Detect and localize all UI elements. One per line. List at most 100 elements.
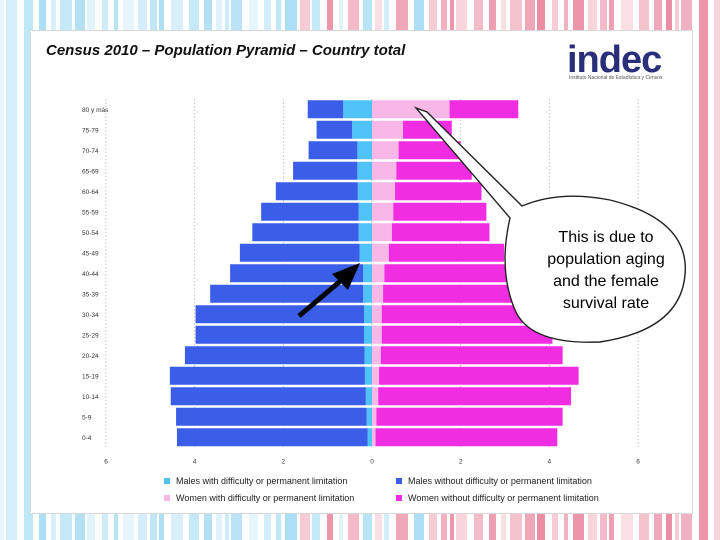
bar-males-without-limitation — [307, 100, 344, 119]
x-tick-label: 2 — [459, 459, 463, 466]
y-tick-label: 60-64 — [82, 189, 99, 196]
bar-males-with-limitation — [358, 202, 372, 221]
bar-women-with-limitation — [372, 141, 399, 160]
y-tick-label: 35-39 — [82, 291, 99, 298]
x-tick-label: 6 — [104, 459, 108, 466]
legend-label: Women with difficulty or permanent limit… — [176, 493, 355, 503]
stripe — [0, 0, 4, 540]
bar-women-with-limitation — [372, 264, 385, 283]
bar-women-without-limitation — [375, 428, 558, 447]
bar-women-with-limitation — [372, 346, 381, 365]
bar-women-without-limitation — [383, 284, 530, 303]
bar-women-with-limitation — [372, 120, 404, 139]
bar-males-with-limitation — [343, 100, 372, 119]
chart-legend: Males with difficulty or permanent limit… — [144, 470, 620, 508]
bar-women-without-limitation — [398, 141, 461, 160]
bar-women-without-limitation — [379, 366, 579, 385]
legend-swatch — [396, 495, 402, 501]
bar-males-with-limitation — [359, 243, 372, 262]
bar-women-without-limitation — [380, 346, 563, 365]
legend-item: Males with difficulty or permanent limit… — [164, 476, 347, 486]
bar-males-without-limitation — [210, 284, 364, 303]
bar-women-with-limitation — [372, 387, 379, 406]
bar-women-with-limitation — [372, 202, 394, 221]
bar-women-without-limitation — [391, 223, 490, 242]
indec-logo: indec Instituto Nacional de Estadística … — [567, 39, 679, 86]
bar-males-with-limitation — [357, 161, 372, 180]
bar-males-with-limitation — [357, 141, 372, 160]
y-tick-label: 70-74 — [82, 148, 99, 155]
y-tick-label: 5-9 — [82, 414, 92, 421]
bar-women-with-limitation — [372, 243, 389, 262]
legend-swatch — [396, 478, 402, 484]
bar-males-with-limitation — [358, 223, 372, 242]
bar-males-without-limitation — [176, 407, 367, 426]
y-tick-label: 25-29 — [82, 332, 99, 339]
bar-males-without-limitation — [195, 305, 365, 324]
legend-item: Women without difficulty or permanent li… — [396, 493, 599, 503]
bar-women-with-limitation — [372, 428, 376, 447]
bar-women-with-limitation — [372, 305, 382, 324]
bar-males-without-limitation — [252, 223, 359, 242]
pointer-arrow-head — [332, 263, 360, 290]
bar-males-with-limitation — [363, 264, 372, 283]
bar-women-without-limitation — [395, 182, 482, 201]
bar-women-with-limitation — [372, 284, 384, 303]
bar-women-without-limitation — [378, 387, 572, 406]
stripe — [714, 0, 720, 540]
bar-males-without-limitation — [169, 366, 365, 385]
y-tick-label: 30-34 — [82, 312, 99, 319]
bar-women-with-limitation — [372, 100, 450, 119]
legend-swatch — [164, 495, 170, 501]
bar-males-with-limitation — [365, 387, 372, 406]
bar-males-with-limitation — [364, 325, 372, 344]
legend-swatch — [164, 478, 170, 484]
bar-males-with-limitation — [367, 428, 372, 447]
bar-males-without-limitation — [293, 161, 358, 180]
legend-item: Women with difficulty or permanent limit… — [164, 493, 354, 503]
y-tick-label: 65-69 — [82, 168, 99, 175]
stripe — [6, 0, 17, 540]
legend-item: Males without difficulty or permanent li… — [396, 476, 592, 486]
bar-males-without-limitation — [308, 141, 358, 160]
bar-women-without-limitation — [393, 202, 487, 221]
legend-label: Males with difficulty or permanent limit… — [176, 476, 348, 486]
bar-males-with-limitation — [357, 182, 372, 201]
y-tick-label: 75-79 — [82, 127, 99, 134]
pointer-arrow — [297, 276, 346, 318]
bar-males-with-limitation — [364, 305, 372, 324]
bar-males-without-limitation — [184, 346, 365, 365]
bar-males-without-limitation — [261, 202, 359, 221]
bar-males-without-limitation — [176, 428, 368, 447]
bar-women-with-limitation — [372, 407, 377, 426]
x-tick-label: 4 — [548, 459, 552, 466]
bar-women-with-limitation — [372, 223, 392, 242]
x-tick-label: 2 — [282, 459, 286, 466]
callout-bubble — [413, 106, 686, 343]
y-tick-label: 15-19 — [82, 373, 99, 380]
legend-label: Males without difficulty or permanent li… — [408, 476, 592, 486]
bar-women-without-limitation — [449, 100, 519, 119]
y-tick-label: 45-49 — [82, 250, 99, 257]
bar-women-without-limitation — [396, 161, 472, 180]
bar-women-without-limitation — [376, 407, 563, 426]
bar-males-with-limitation — [366, 407, 372, 426]
stripe — [24, 0, 33, 540]
bar-women-with-limitation — [372, 366, 380, 385]
bar-males-without-limitation — [230, 264, 364, 283]
bar-males-without-limitation — [170, 387, 366, 406]
bar-women-without-limitation — [388, 243, 505, 262]
logo-subtitle: Instituto Nacional de Estadística y Cens… — [569, 75, 663, 81]
bar-males-with-limitation — [364, 346, 372, 365]
x-tick-label: 4 — [193, 459, 197, 466]
bar-males-without-limitation — [275, 182, 358, 201]
bar-women-with-limitation — [372, 161, 397, 180]
bar-males-without-limitation — [316, 120, 353, 139]
bar-women-with-limitation — [372, 325, 382, 344]
x-tick-label: 6 — [636, 459, 640, 466]
y-tick-label: 55-59 — [82, 209, 99, 216]
bar-women-without-limitation — [384, 264, 518, 283]
bar-women-with-limitation — [372, 182, 396, 201]
x-tick-label: 0 — [370, 459, 374, 466]
